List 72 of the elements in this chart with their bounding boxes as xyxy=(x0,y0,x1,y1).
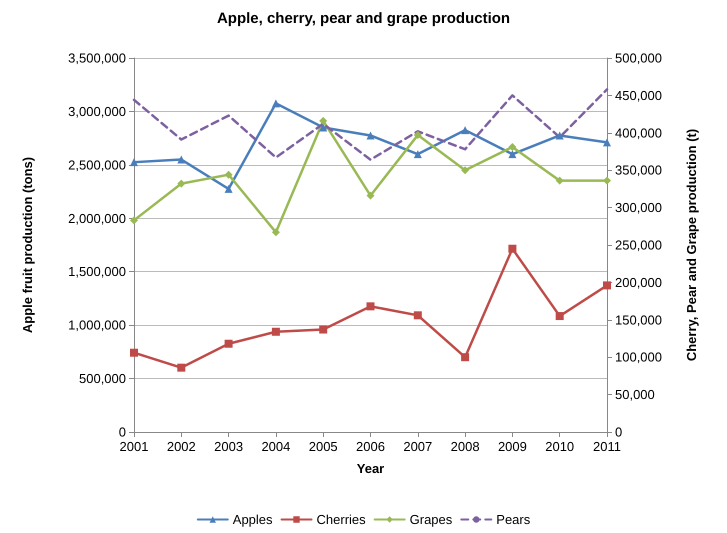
y2-axis-title: Cherry, Pear and Grape production (t) xyxy=(684,128,699,362)
point xyxy=(366,302,374,310)
point xyxy=(366,192,374,200)
y2-tick-label: 350,000 xyxy=(615,162,662,178)
y-axis-title: Apple fruit production (tons) xyxy=(20,156,35,334)
point xyxy=(319,326,328,334)
y-tick-label: 1,000,000 xyxy=(68,318,126,333)
point xyxy=(556,176,564,185)
y2-tick-label: 150,000 xyxy=(615,312,662,328)
point xyxy=(224,170,233,179)
legend-label: Pears xyxy=(496,512,531,527)
point xyxy=(130,158,138,166)
point xyxy=(177,156,186,164)
legend-label: Grapes xyxy=(410,512,453,527)
y-tick-label: 3,000,000 xyxy=(68,104,126,119)
point xyxy=(508,150,516,158)
y-tick-label: 1,500,000 xyxy=(68,264,126,280)
point xyxy=(603,138,611,146)
x-tick-label: 2007 xyxy=(403,439,432,454)
x-axis-title: Year xyxy=(356,461,384,476)
point xyxy=(366,131,374,140)
y-tick-label: 2,000,000 xyxy=(68,210,126,226)
y2-tick-label: 400,000 xyxy=(615,125,662,140)
x-tick-label: 2002 xyxy=(166,439,196,454)
y2-tick-label: 0 xyxy=(615,424,622,440)
x-tick-label: 2011 xyxy=(593,439,621,454)
point xyxy=(461,126,470,134)
legend-label: Cherries xyxy=(316,512,366,527)
point xyxy=(272,328,280,336)
point xyxy=(130,216,138,224)
point xyxy=(603,281,611,290)
point xyxy=(461,353,470,362)
point xyxy=(603,176,611,185)
x-tick-label: 2008 xyxy=(450,439,480,454)
legend-label: Apples xyxy=(232,512,274,527)
x-tick-label: 2001 xyxy=(120,439,148,454)
point xyxy=(224,340,233,348)
point xyxy=(272,99,280,108)
point xyxy=(319,123,328,132)
point xyxy=(224,184,233,193)
y2-tick-label: 100,000 xyxy=(615,350,662,365)
y2-tick-label: 500,000 xyxy=(615,50,662,66)
point xyxy=(414,311,422,320)
point xyxy=(414,150,422,158)
y2-tick-label: 50,000 xyxy=(615,387,655,402)
point xyxy=(130,348,138,357)
y2-tick-label: 300,000 xyxy=(615,200,662,216)
point xyxy=(414,131,422,140)
x-tick-label: 2010 xyxy=(545,439,574,454)
point xyxy=(177,180,186,188)
point xyxy=(556,312,564,320)
y2-tick-label: 250,000 xyxy=(615,238,662,252)
y-tick-label: 2,500,000 xyxy=(68,157,126,172)
point xyxy=(556,131,564,140)
x-tick-label: 2009 xyxy=(498,439,527,454)
x-tick-label: 2004 xyxy=(261,439,290,454)
y-tick-label: 500,000 xyxy=(79,371,126,386)
point xyxy=(508,143,516,152)
point xyxy=(319,116,328,125)
chart-title: Apple, cherry, pear and grape production xyxy=(216,10,510,27)
y-tick-label: 3,500,000 xyxy=(68,50,126,66)
x-tick-label: 2003 xyxy=(214,439,244,454)
x-tick-label: 2006 xyxy=(356,439,385,454)
x-tick-label: 2005 xyxy=(308,439,338,454)
point xyxy=(177,364,186,372)
y-tick-label: 0 xyxy=(118,424,126,440)
point xyxy=(272,228,280,236)
point xyxy=(461,166,470,174)
y2-tick-label: 450,000 xyxy=(615,88,662,103)
y2-tick-label: 200,000 xyxy=(615,274,662,290)
point xyxy=(508,244,516,253)
line-series xyxy=(132,88,608,161)
